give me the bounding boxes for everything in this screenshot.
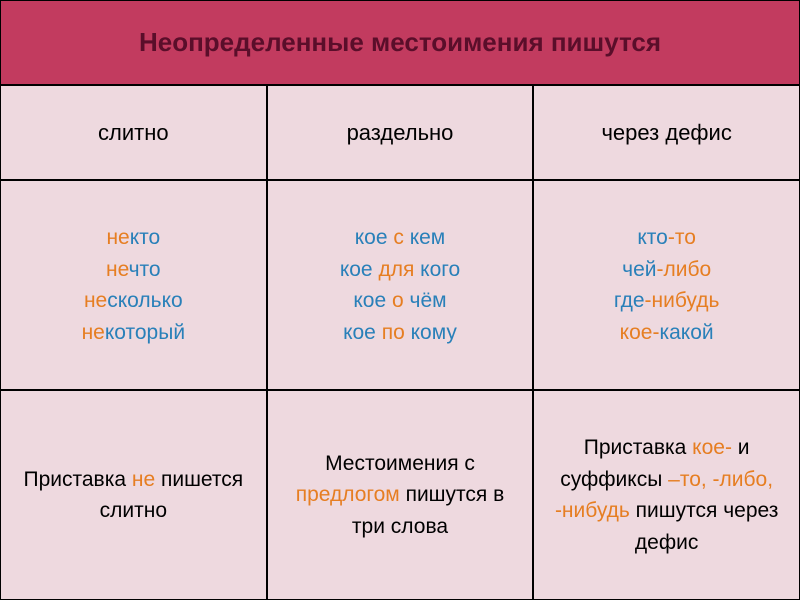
rule-razdelno: Местоимения с предлогом пишутся в три сл…: [267, 390, 534, 600]
rule-hl1: кое-: [692, 436, 732, 459]
rule-text: Приставка не пишется слитно: [11, 464, 256, 527]
part-b: кем: [410, 226, 446, 249]
ex-row: кое для кого: [340, 254, 460, 286]
rule-hl: предлогом: [296, 483, 400, 506]
word: сколько: [107, 289, 182, 312]
ex-row: чей-либо: [614, 254, 720, 286]
prefix: не: [106, 258, 129, 281]
rule-pre: Приставка: [584, 436, 692, 459]
suffix: -то: [668, 226, 696, 249]
col-header-2: через дефис: [533, 85, 800, 180]
col-header-0: слитно: [0, 85, 267, 180]
prep: по: [376, 321, 411, 344]
word: который: [105, 321, 185, 344]
part-a: кое: [343, 321, 376, 344]
part-b: кого: [420, 258, 460, 281]
ex-row: несколько: [82, 285, 186, 317]
word: что: [129, 258, 161, 281]
examples-defis: кто-то чей-либо где-нибудь кое-какой: [533, 180, 800, 390]
rule-pre: Приставка: [23, 468, 131, 491]
examples-razdelno-list: кое с кем кое для кого кое о чём кое по …: [340, 222, 460, 348]
ex-row: некто: [82, 222, 186, 254]
ex-row: кто-то: [614, 222, 720, 254]
examples-defis-list: кто-то чей-либо где-нибудь кое-какой: [614, 222, 720, 348]
ex-row: кое-какой: [614, 317, 720, 349]
prep: о: [386, 289, 409, 312]
part-a: кто: [637, 226, 668, 249]
rule-post: пишутся через дефис: [630, 499, 779, 554]
ex-row: кое о чём: [340, 285, 460, 317]
header-text: Неопределенные местоимения пишутся: [139, 27, 661, 58]
examples-razdelno: кое с кем кое для кого кое о чём кое по …: [267, 180, 534, 390]
ex-row: кое по кому: [340, 317, 460, 349]
suffix: -либо: [656, 258, 711, 281]
rule-text: Приставка кое- и суффиксы –то, -либо, -н…: [544, 432, 789, 558]
ex-row: кое с кем: [340, 222, 460, 254]
prefix: не: [84, 289, 107, 312]
part-b: чём: [410, 289, 447, 312]
ex-row: где-нибудь: [614, 285, 720, 317]
rule-hl: не: [132, 468, 155, 491]
rule-defis: Приставка кое- и суффиксы –то, -либо, -н…: [533, 390, 800, 600]
rule-text: Местоимения с предлогом пишутся в три сл…: [278, 448, 523, 543]
ex-row: нечто: [82, 254, 186, 286]
prefix: не: [106, 226, 129, 249]
prep: для: [373, 258, 421, 281]
part-a: чей: [622, 258, 656, 281]
examples-slitno-list: некто нечто несколько некоторый: [82, 222, 186, 348]
examples-slitno: некто нечто несколько некоторый: [0, 180, 267, 390]
prefix: кое-: [620, 321, 660, 344]
part-a: кое: [355, 226, 388, 249]
ex-row: некоторый: [82, 317, 186, 349]
prefix: не: [82, 321, 105, 344]
part-b: кому: [411, 321, 457, 344]
part-a: кое: [353, 289, 386, 312]
pronoun-table: Неопределенные местоимения пишутся слитн…: [0, 0, 800, 600]
part-b: какой: [659, 321, 713, 344]
prep: с: [388, 226, 410, 249]
rule-slitno: Приставка не пишется слитно: [0, 390, 267, 600]
word: кто: [130, 226, 161, 249]
table-header: Неопределенные местоимения пишутся: [0, 0, 800, 85]
col-header-1: раздельно: [267, 85, 534, 180]
part-a: кое: [340, 258, 373, 281]
part-a: где: [614, 289, 645, 312]
suffix: -нибудь: [645, 289, 720, 312]
